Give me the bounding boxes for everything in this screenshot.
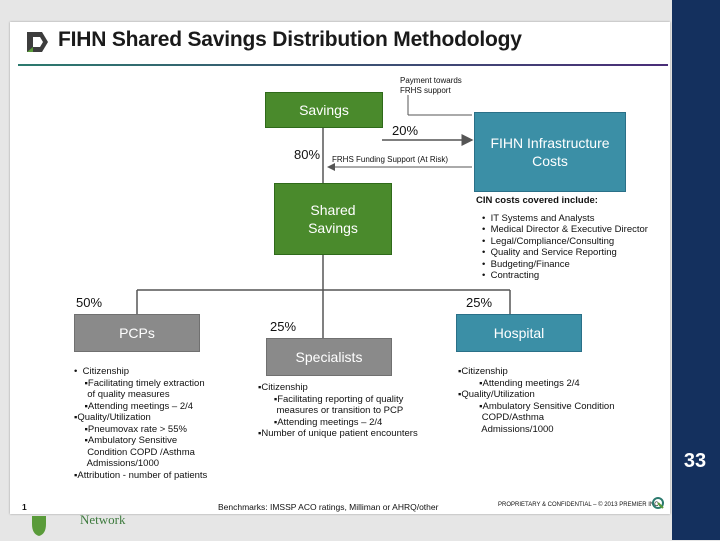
pcps-box: PCPs <box>74 314 200 352</box>
pcp-criteria-line: Admissions/1000 <box>74 458 160 469</box>
cin-item-text: Medical Director & Executive Director <box>490 224 648 235</box>
infrastructure-label: FIHN Infrastructure Costs <box>490 135 610 169</box>
pcp-criteria-line: ▪Quality/Utilization <box>74 412 151 423</box>
cin-item-text: Contracting <box>490 270 540 281</box>
payment-towards-label: Payment towards FRHS support <box>400 76 462 95</box>
pcp-criteria-list: • Citizenship ▪Facilitating timely extra… <box>74 366 207 481</box>
hospital-criteria-line: Admissions/1000 <box>458 423 554 435</box>
hospital-criteria-line: ▪Ambulatory Sensitive Condition <box>458 400 615 412</box>
pcp-criteria-line: ▪Ambulatory Sensitive <box>74 435 178 446</box>
cin-item: • Budgeting/Finance <box>482 258 570 270</box>
network-text: Network <box>80 512 126 527</box>
cin-item-text: IT Systems and Analysts <box>490 212 595 224</box>
hospital-percent-label: 25% <box>466 295 493 310</box>
cin-item: • IT Systems and Analysts <box>482 212 595 224</box>
specialists-percent-label: 25% <box>270 319 297 334</box>
network-logo-icon <box>30 516 48 536</box>
right-sidebar <box>672 0 720 540</box>
twenty-percent-label: 20% <box>392 123 419 138</box>
pcp-criteria-line: ▪Pneumovax rate > 55% <box>74 423 187 435</box>
cin-costs-list: CIN costs covered include: • IT Systems … <box>476 195 648 282</box>
eighty-percent-label: 80% <box>294 147 321 162</box>
page-title: FIHN Shared Savings Distribution Methodo… <box>58 28 522 51</box>
shared-savings-label: Shared Savings <box>308 202 358 236</box>
cin-heading: CIN costs covered include: <box>476 195 598 206</box>
connector-lines <box>136 95 511 338</box>
hospital-criteria-line: ▪Citizenship <box>458 366 508 377</box>
hospital-label: Hospital <box>493 325 545 341</box>
specialist-criteria-line: ▪Attending meetings – 2/4 <box>258 416 383 428</box>
infrastructure-box: FIHN Infrastructure Costs <box>474 112 626 192</box>
title-underline <box>18 64 668 66</box>
cin-item: • Medical Director & Executive Director <box>482 224 648 235</box>
footer-benchmarks: Benchmarks: IMSSP ACO ratings, Milliman … <box>218 502 439 512</box>
hospital-criteria-list: ▪Citizenship ▪Attending meetings 2/4 ▪Qu… <box>458 366 615 435</box>
pcp-criteria-line: of quality measures <box>74 389 170 400</box>
specialists-label: Specialists <box>295 349 363 365</box>
hospital-box: Hospital <box>456 314 582 352</box>
hospital-criteria-line: ▪Quality/Utilization <box>458 389 535 400</box>
page-number: 33 <box>683 450 707 472</box>
specialist-criteria-line: ▪Citizenship <box>258 382 308 393</box>
fifty-percent-label: 50% <box>76 295 103 310</box>
pcp-criteria-line: ▪Facilitating timely extraction <box>74 377 205 389</box>
pcp-criteria-line: Condition COPD /Asthma <box>74 446 195 458</box>
cin-item: • Quality and Service Reporting <box>482 247 617 258</box>
slide: FIHN Shared Savings Distribution Methodo… <box>10 22 670 514</box>
savings-label: Savings <box>299 102 349 118</box>
cin-item: • Contracting <box>482 270 540 281</box>
specialist-criteria-line: measures or transition to PCP <box>258 405 404 416</box>
pcp-criteria-line: ▪Attribution - number of patients <box>74 469 208 481</box>
savings-box: Savings <box>265 92 383 128</box>
specialists-box: Specialists <box>266 338 392 376</box>
hospital-criteria-line: COPD/Asthma <box>458 412 545 423</box>
hospital-criteria-line: ▪Attending meetings 2/4 <box>458 377 580 389</box>
cin-item-text: Quality and Service Reporting <box>490 247 617 258</box>
specialist-criteria-list: ▪Citizenship ▪Facilitating reporting of … <box>258 382 418 440</box>
premier-logo-icon <box>24 29 50 55</box>
cin-item-text: Budgeting/Finance <box>490 258 570 270</box>
cin-item: • Legal/Compliance/Consulting <box>482 235 615 247</box>
footer-slide-number: 1 <box>22 502 27 512</box>
cin-item-text: Legal/Compliance/Consulting <box>490 235 615 247</box>
specialist-criteria-line: ▪Number of unique patient encounters <box>258 428 418 439</box>
pcps-label: PCPs <box>119 325 155 341</box>
premier-small-logo-icon <box>652 496 664 509</box>
pcp-criteria-line: • Citizenship <box>74 366 130 377</box>
footer-proprietary: PROPRIETARY & CONFIDENTIAL – © 2013 PREM… <box>498 502 661 508</box>
frhs-funding-label: FRHS Funding Support (At Risk) <box>332 155 449 164</box>
pcp-criteria-line: ▪Attending meetings – 2/4 <box>74 400 194 412</box>
specialist-criteria-line: ▪Facilitating reporting of quality <box>258 393 404 405</box>
shared-savings-box: Shared Savings <box>274 183 392 255</box>
